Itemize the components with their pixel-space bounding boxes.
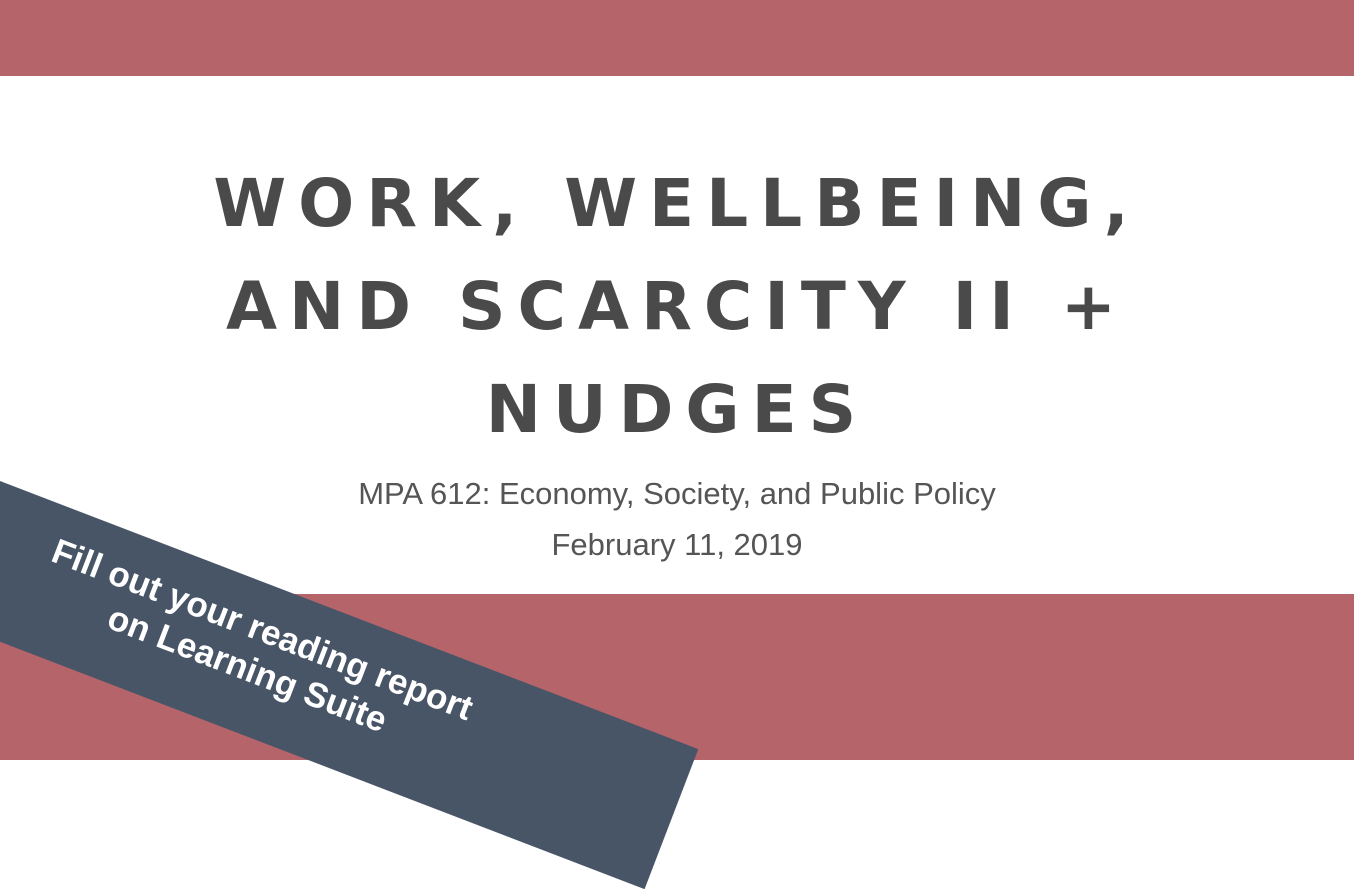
slide-subtitle: MPA 612: Economy, Society, and Public Po… bbox=[0, 468, 1354, 570]
title-line-2: AND SCARCITY II + bbox=[225, 268, 1129, 345]
title-line-3: NUDGES bbox=[485, 371, 869, 448]
top-color-band bbox=[0, 0, 1354, 76]
course-name: MPA 612: Economy, Society, and Public Po… bbox=[358, 476, 996, 511]
title-line-1: WORK, WELLBEING, bbox=[213, 165, 1141, 242]
slide-date: February 11, 2019 bbox=[551, 527, 803, 562]
slide-title: WORK, WELLBEING, AND SCARCITY II + NUDGE… bbox=[0, 152, 1354, 461]
